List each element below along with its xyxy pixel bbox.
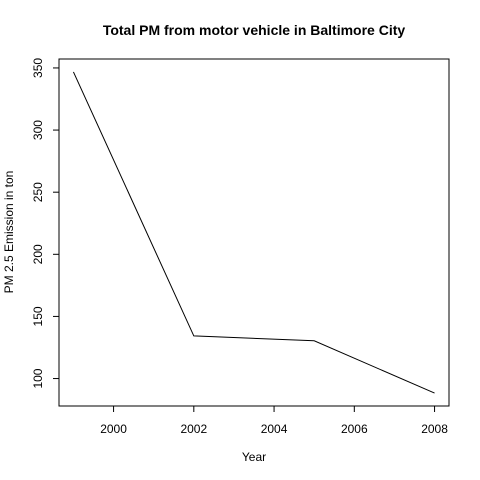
x-axis-label: Year	[242, 450, 266, 464]
y-tick-label: 100	[31, 368, 45, 388]
x-tick-label: 2006	[341, 422, 368, 436]
x-tick-label: 2000	[100, 422, 127, 436]
y-axis: 100 150 200 250 300 350	[31, 58, 59, 389]
x-tick-label: 2002	[180, 422, 207, 436]
y-axis-label: PM 2.5 Emission in ton	[2, 171, 16, 294]
x-tick-label: 2008	[421, 422, 448, 436]
y-tick-label: 300	[31, 120, 45, 140]
y-tick-label: 350	[31, 58, 45, 78]
y-tick-label: 200	[31, 244, 45, 264]
y-tick-label: 250	[31, 182, 45, 202]
x-axis: 2000 2002 2004 2006 2008	[100, 406, 448, 436]
plot-frame	[58, 58, 450, 407]
x-tick-label: 2004	[261, 422, 288, 436]
chart-title: Total PM from motor vehicle in Baltimore…	[103, 22, 406, 38]
series-line	[72, 71, 435, 394]
y-tick-label: 150	[31, 306, 45, 326]
series-layer	[72, 71, 435, 394]
